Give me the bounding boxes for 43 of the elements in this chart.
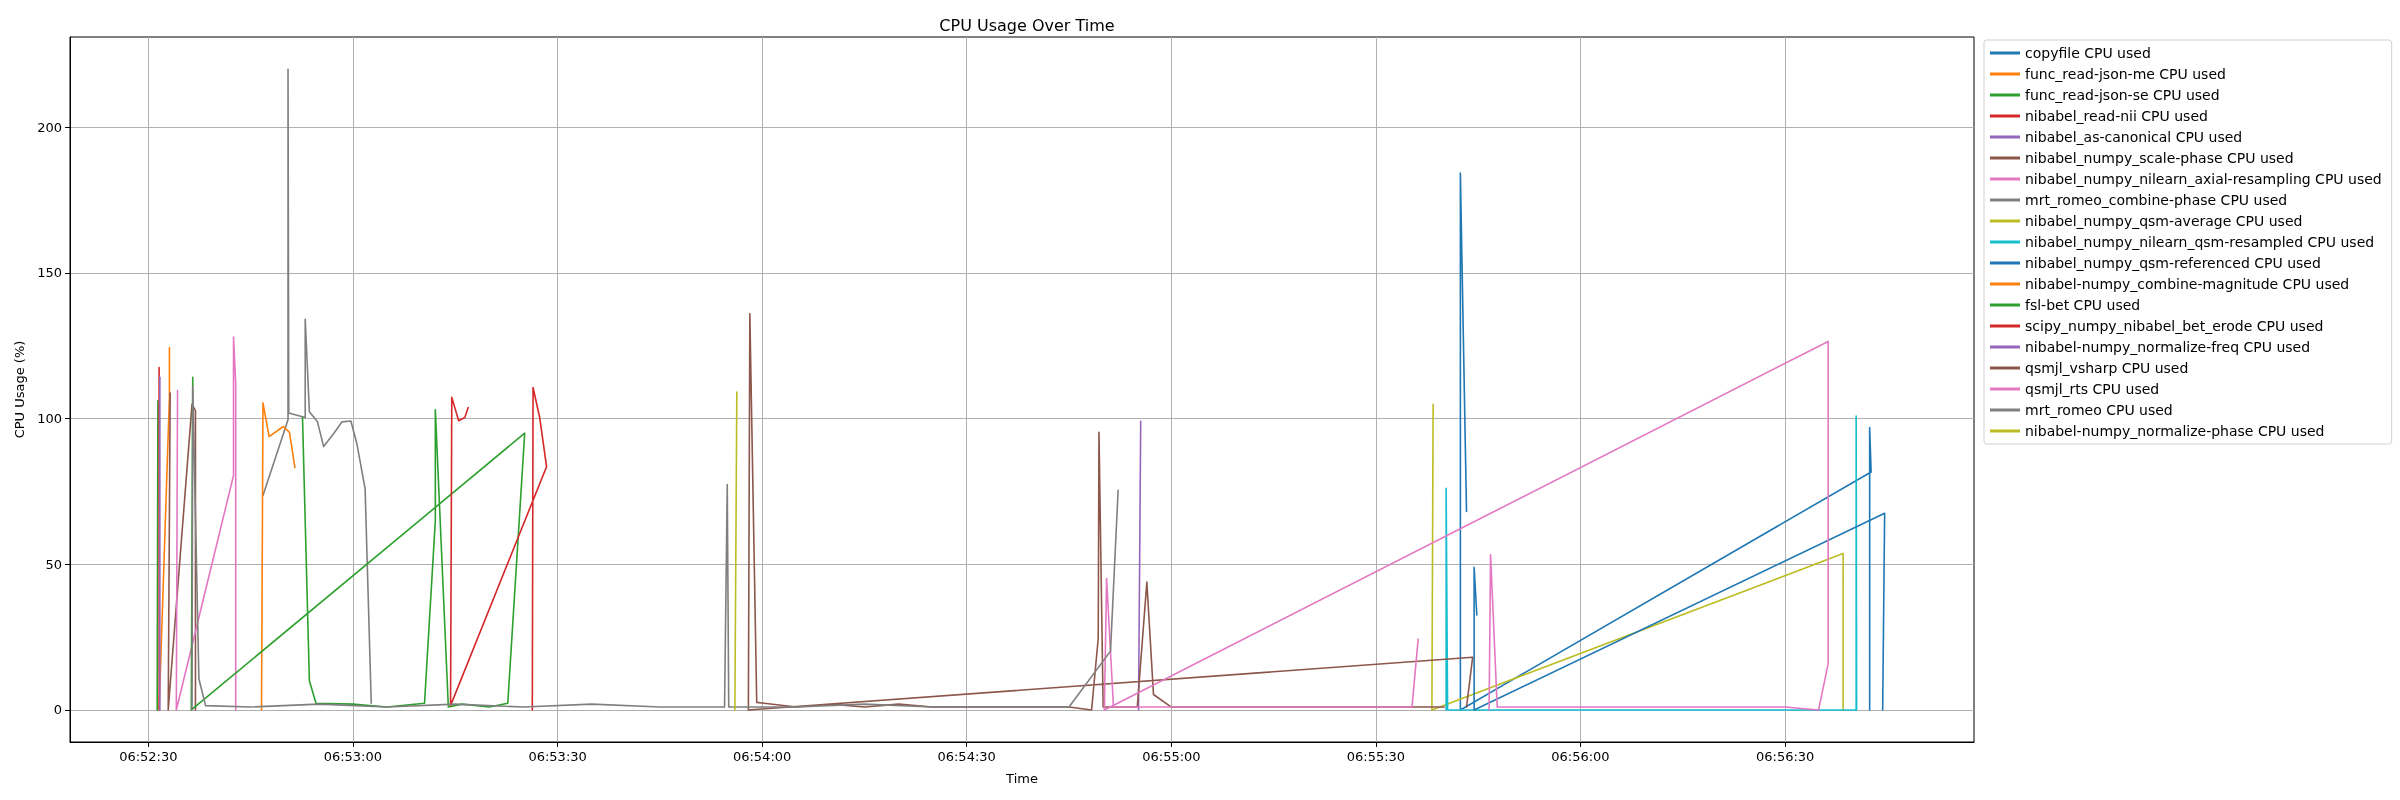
legend-label: nibabel_numpy_qsm-average CPU used	[2025, 213, 2303, 229]
x-tick-label: 06:52:30	[119, 749, 178, 764]
line-series	[260, 402, 296, 711]
y-tick-label: 100	[37, 411, 62, 427]
y-tick-label: 150	[37, 265, 62, 281]
legend-label: qsmjl_rts CPU used	[2025, 381, 2160, 397]
x-tick-label: 06:53:00	[323, 749, 383, 764]
x-tick-label: 06:54:30	[937, 749, 996, 764]
y-tick-label: 0	[53, 702, 62, 718]
line-series	[1103, 340, 1829, 711]
x-axis-title: Time	[1005, 771, 1038, 786]
line-series	[262, 68, 373, 705]
legend-label: qsmjl_vsharp CPU used	[2025, 360, 2189, 376]
y-axis-title: CPU Usage (%)	[12, 340, 28, 439]
x-tick-label: 06:55:30	[1346, 749, 1406, 764]
legend-label: func_read-json-me CPU used	[2025, 66, 2226, 82]
line-series	[449, 386, 548, 711]
legend-label: nibabel_numpy_nilearn_qsm-resampled CPU used	[2025, 234, 2375, 250]
legend-label: scipy_numpy_nibabel_bet_erode CPU used	[2025, 318, 2324, 334]
legend-label: nibabel-numpy_normalize-phase CPU used	[2025, 423, 2325, 439]
line-series	[191, 385, 1119, 711]
legend-label: nibabel_numpy_nilearn_axial-resampling CPU used	[2025, 171, 2382, 187]
x-tick-label: 06:53:30	[528, 749, 587, 764]
x-tick-label: 06:56:30	[1756, 749, 1815, 764]
legend-label: fsl-bet CPU used	[2025, 297, 2141, 313]
legend-label: nibabel_numpy_scale-phase CPU used	[2025, 150, 2294, 166]
x-tick-label: 06:54:00	[732, 749, 792, 764]
y-tick-label: 50	[45, 556, 62, 572]
x-tick-label: 06:56:00	[1551, 749, 1610, 764]
legend-label: nibabel_read-nii CPU used	[2025, 108, 2208, 124]
legend-label: copyfile CPU used	[2025, 45, 2151, 61]
legend-label: nibabel_as-canonical CPU used	[2025, 129, 2243, 145]
line-series	[167, 392, 197, 711]
legend-label: func_read-json-se CPU used	[2025, 87, 2220, 103]
x-tick-label: 06:55:00	[1142, 749, 1201, 764]
legend-label: nibabel-numpy_normalize-freq CPU used	[2025, 339, 2311, 355]
legend-label: mrt_romeo_combine-phase CPU used	[2025, 192, 2288, 208]
line-series	[175, 336, 237, 711]
legend-label: nibabel-numpy_combine-magnitude CPU used	[2025, 276, 2350, 292]
legend-label: mrt_romeo CPU used	[2025, 402, 2173, 418]
legend-label: nibabel_numpy_qsm-referenced CPU used	[2025, 255, 2321, 271]
chart-title: CPU Usage Over Time	[939, 15, 1115, 35]
y-tick-label: 200	[37, 119, 62, 135]
